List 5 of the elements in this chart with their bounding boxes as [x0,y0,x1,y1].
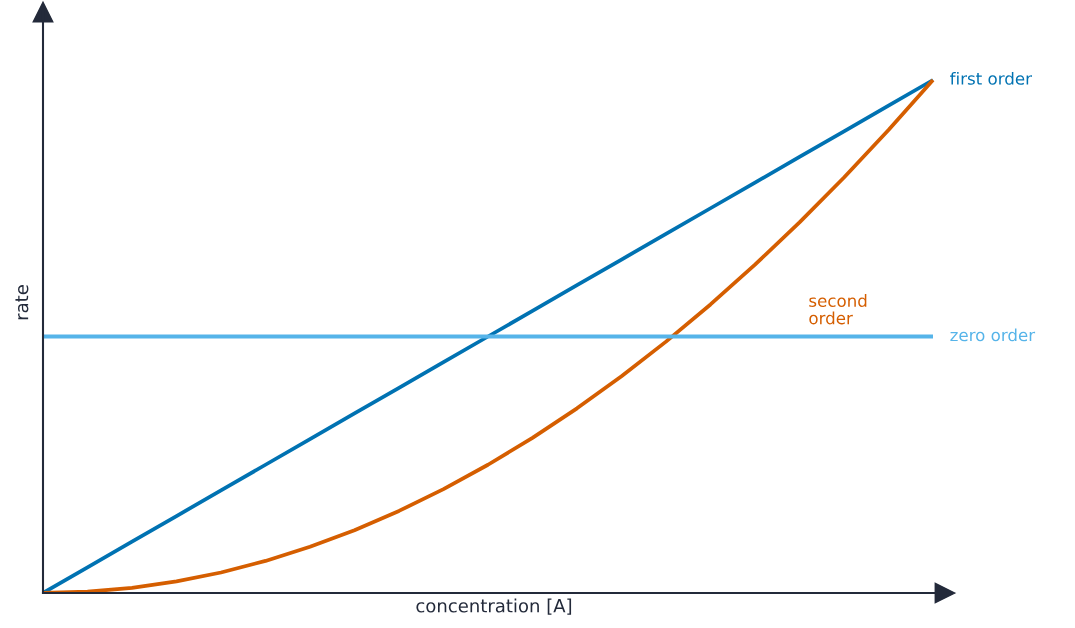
y-axis-title: rate [15,285,29,320]
series-label: first order [950,71,1032,85]
x-axis-title: concentration [A] [416,598,572,615]
text: second order [809,294,867,325]
series-label: zero order [950,328,1036,342]
